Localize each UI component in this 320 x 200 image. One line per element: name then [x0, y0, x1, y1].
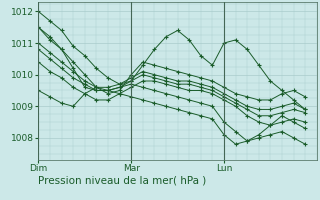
X-axis label: Pression niveau de la mer( hPa ): Pression niveau de la mer( hPa ) [38, 176, 207, 186]
